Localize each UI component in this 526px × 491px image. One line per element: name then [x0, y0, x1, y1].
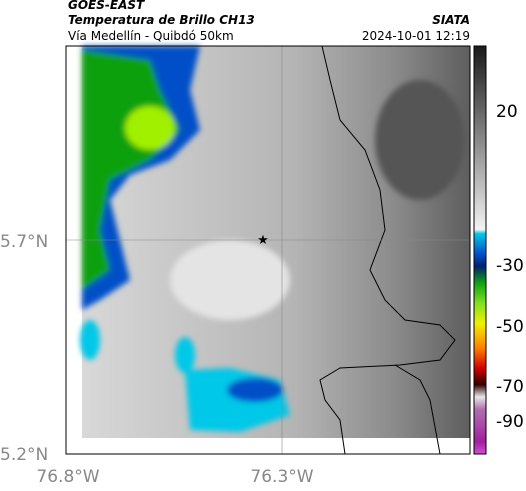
map-area: ★	[65, 45, 471, 455]
cloud-shapes	[80, 46, 465, 432]
map-border	[65, 45, 471, 455]
source: SIATA	[432, 13, 470, 27]
colorbar-tick-label: -30	[496, 256, 524, 276]
colorbar-tick-label: -90	[496, 412, 524, 432]
colorbar-scale	[473, 45, 487, 455]
site-marker: ★	[257, 233, 269, 248]
lon-label: 76.8°W	[36, 467, 99, 487]
colorbar-tick-label: 20	[496, 102, 518, 122]
border-line	[319, 45, 456, 455]
lat-label: 5.7°N	[0, 232, 48, 252]
colorbar-tick-label: -50	[496, 317, 524, 337]
colorbar: 20 -30 -50 -70 -90	[473, 45, 524, 455]
subtitle: Vía Medellín - Quibdó 50km	[68, 29, 234, 43]
lat-label: 5.2°N	[0, 445, 48, 465]
colorbar-tick-label: -70	[496, 377, 524, 397]
satellite-label: GOES-EAST	[68, 0, 145, 12]
title: Temperatura de Brillo CH13	[68, 13, 255, 27]
border-line	[394, 364, 441, 455]
datetime: 2024-10-01 12:19	[362, 29, 470, 43]
lon-label: 76.3°W	[250, 467, 313, 487]
